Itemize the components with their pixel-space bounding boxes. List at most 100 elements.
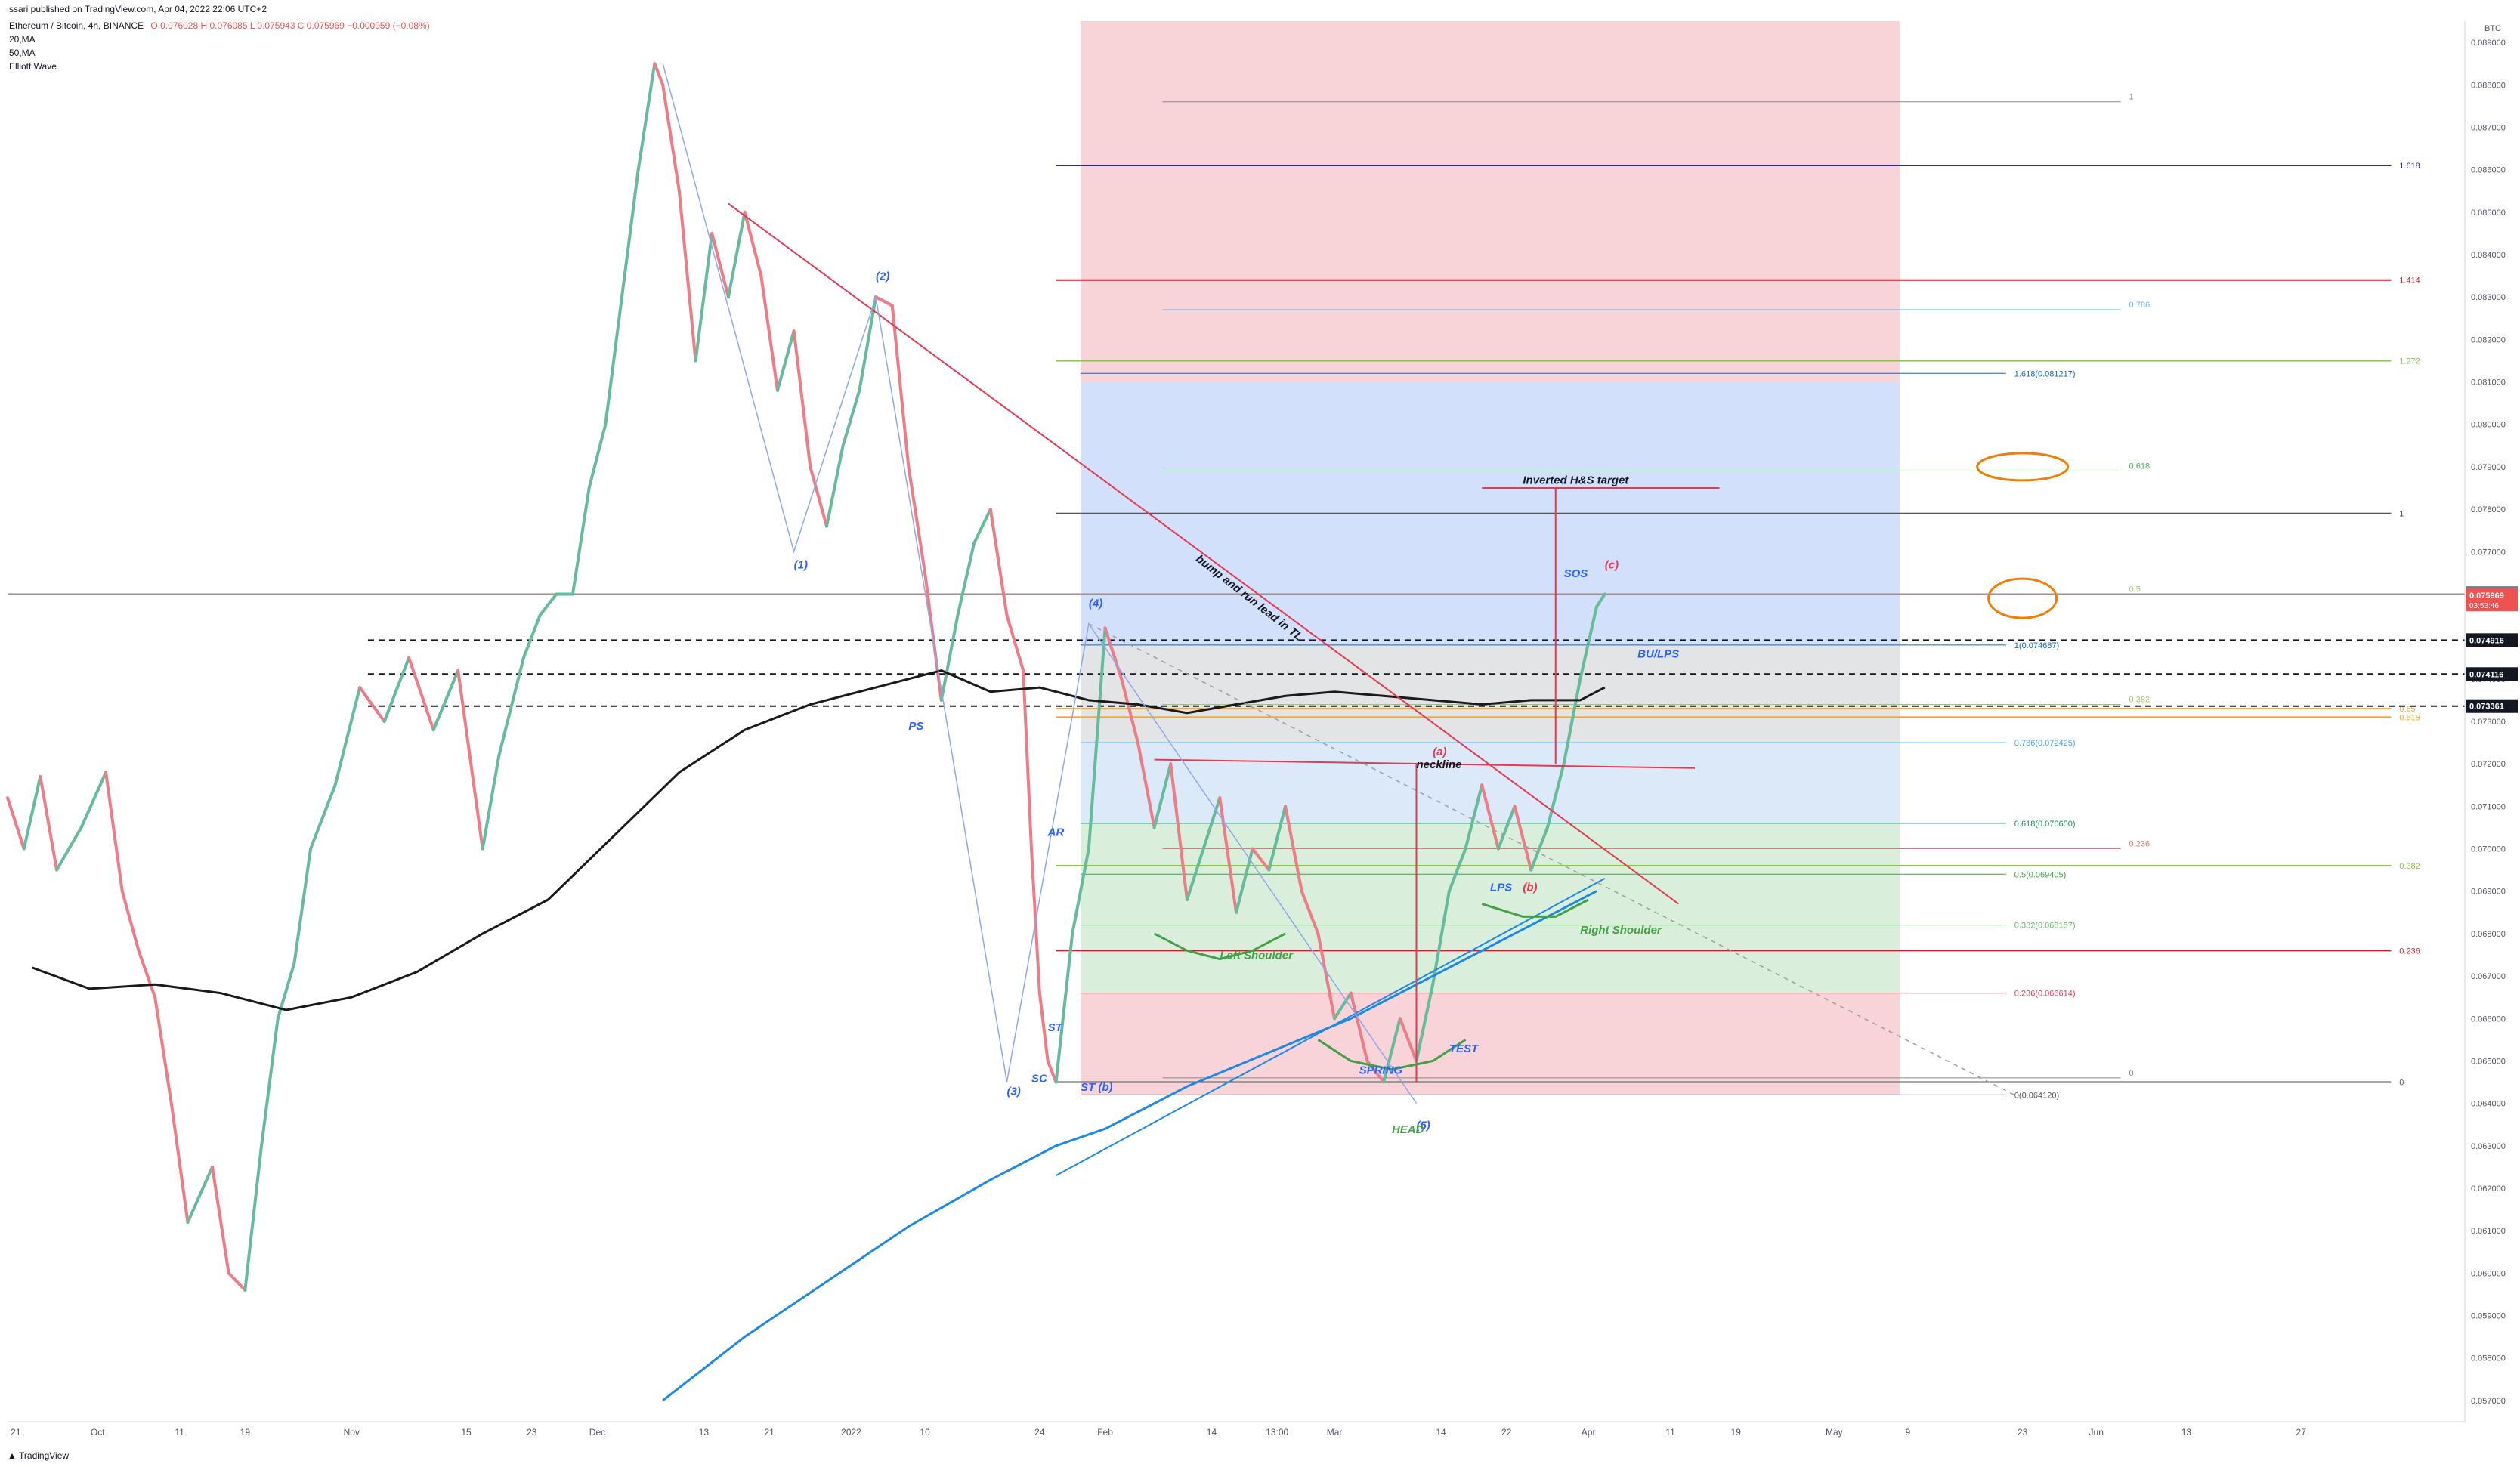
x-tick-10: 2022 <box>841 1427 861 1438</box>
price-candles <box>6 62 1606 1292</box>
price-segment-58 <box>1022 669 1033 851</box>
price-segment-11 <box>186 1165 214 1224</box>
price-segment-49 <box>874 295 894 307</box>
price-segment-9 <box>153 996 173 1105</box>
price-segment-19 <box>333 686 362 787</box>
fib-inner-label-2: 0.786(0.072425) <box>2014 739 2076 748</box>
currency-label: BTC <box>2484 24 2501 33</box>
y-tick-12: 0.069000 <box>2471 888 2506 897</box>
price-segment-72 <box>1218 796 1238 914</box>
publisher-line: ssari published on TradingView.com, Apr … <box>9 4 267 14</box>
price-segment-32 <box>604 295 623 426</box>
fib-inner-label-4: 0.5(0.069405) <box>2014 870 2067 879</box>
fib-short-label-3: 0.5 <box>2129 585 2141 594</box>
y-tick-14: 0.071000 <box>2471 802 2506 811</box>
x-tick-20: 11 <box>1665 1427 1675 1438</box>
y-tick-5: 0.062000 <box>2471 1184 2506 1194</box>
y-tick-29: 0.086000 <box>2471 166 2506 175</box>
price-segment-91 <box>1529 826 1549 872</box>
price-segment-83 <box>1398 1017 1418 1063</box>
indicator-ma50[interactable]: 50,MA <box>9 48 36 58</box>
left-shoulder-arc <box>1153 932 1286 961</box>
annotation-11: TEST <box>1449 1042 1480 1055</box>
price-segment-75 <box>1267 805 1288 872</box>
price-tag-sub-1: 03:53:46 <box>2469 602 2499 610</box>
price-segment-90 <box>1513 805 1533 872</box>
x-tick-13: Feb <box>1097 1427 1113 1438</box>
price-segment-79 <box>1333 991 1353 1021</box>
x-tick-11: 10 <box>920 1427 930 1438</box>
x-tick-18: 22 <box>1501 1427 1512 1438</box>
price-segment-43 <box>775 329 796 392</box>
price-segment-37 <box>677 189 697 363</box>
fib-short-label-1: 0.786 <box>2129 301 2151 310</box>
annotation-7: ST <box>1048 1021 1064 1034</box>
indicator-elliott[interactable]: Elliott Wave <box>9 61 57 72</box>
price-segment-6 <box>104 771 124 893</box>
y-tick-13: 0.070000 <box>2471 845 2506 854</box>
y-tick-0: 0.057000 <box>2471 1397 2506 1406</box>
trendline-2 <box>1154 758 1696 769</box>
tradingview-icon: ▲ <box>8 1450 17 1461</box>
level-tag-bg-2 <box>2466 699 2518 713</box>
fib-long-label-5: 0.65 <box>2399 705 2415 714</box>
price-segment-8 <box>137 949 157 999</box>
tradingview-brand: TradingView <box>19 1450 70 1461</box>
annotation-10: SPRING <box>1359 1064 1403 1076</box>
y-tick-31: 0.088000 <box>2471 81 2506 90</box>
right-shoulder-arc <box>1481 898 1589 918</box>
x-tick-24: 23 <box>2018 1427 2028 1438</box>
level-tag-bg-1 <box>2466 667 2518 681</box>
price-segment-86 <box>1447 847 1467 893</box>
price-segment-38 <box>694 231 714 363</box>
ma20-line <box>31 669 1606 1011</box>
price-segment-40 <box>726 210 747 299</box>
price-segment-69 <box>1169 762 1189 901</box>
annotation-4: (5) <box>1416 1119 1430 1132</box>
price-segment-15 <box>260 1017 280 1147</box>
price-segment-88 <box>1480 783 1500 851</box>
y-tick-32: 0.089000 <box>2471 39 2506 48</box>
annotation-14: BU/LPS <box>1637 648 1679 661</box>
y-tick-7: 0.064000 <box>2471 1100 2506 1109</box>
annotation-8: SC <box>1031 1073 1048 1086</box>
y-tick-23: 0.080000 <box>2471 421 2506 430</box>
price-segment-39 <box>710 231 730 299</box>
annotation-1: (1) <box>794 559 808 572</box>
y-tick-26: 0.083000 <box>2471 293 2506 302</box>
annotation-6: AR <box>1047 826 1065 839</box>
price-segment-42 <box>759 274 779 392</box>
x-tick-12: 24 <box>1034 1427 1045 1438</box>
y-tick-24: 0.081000 <box>2471 378 2506 388</box>
highlight-circle-0618 <box>1976 452 2070 482</box>
price-segment-44 <box>792 329 812 468</box>
fib-inner-label-1: 1(0.074687) <box>2014 641 2059 650</box>
fib-inner-label-3: 0.618(0.070650) <box>2014 820 2076 829</box>
fib-inner-label-0: 1.618(0.081217) <box>2014 369 2076 378</box>
fib-short-label-4: 0.382 <box>2129 696 2151 705</box>
price-segment-34 <box>636 62 657 171</box>
price-segment-22 <box>407 656 435 732</box>
y-tick-15: 0.072000 <box>2471 760 2506 769</box>
y-tick-27: 0.084000 <box>2471 251 2506 260</box>
x-tick-9: 21 <box>764 1427 775 1438</box>
fib-long-label-0: 1.618 <box>2399 162 2420 171</box>
x-tick-6: 23 <box>527 1427 537 1438</box>
symbol-name[interactable]: Ethereum / Bitcoin, 4h, BINANCE <box>9 20 144 31</box>
x-tick-3: 19 <box>240 1427 251 1438</box>
fib-short-label-6: 0 <box>2129 1069 2134 1078</box>
y-tick-1: 0.058000 <box>2471 1354 2506 1364</box>
x-tick-15: 13:00 <box>1266 1427 1288 1438</box>
x-tick-16: Mar <box>1327 1427 1343 1438</box>
price-segment-56 <box>988 508 1009 617</box>
price-segment-18 <box>309 783 337 851</box>
annotation-3: (3) <box>1006 1085 1020 1098</box>
dashed-projection <box>1088 623 2015 1096</box>
x-tick-2: 11 <box>175 1427 184 1438</box>
indicator-ma20[interactable]: 20,MA <box>9 34 36 45</box>
x-tick-17: 14 <box>1436 1427 1446 1438</box>
price-segment-10 <box>169 1101 190 1224</box>
price-segment-92 <box>1545 762 1566 829</box>
fib-long-label-2: 1.272 <box>2399 357 2420 366</box>
